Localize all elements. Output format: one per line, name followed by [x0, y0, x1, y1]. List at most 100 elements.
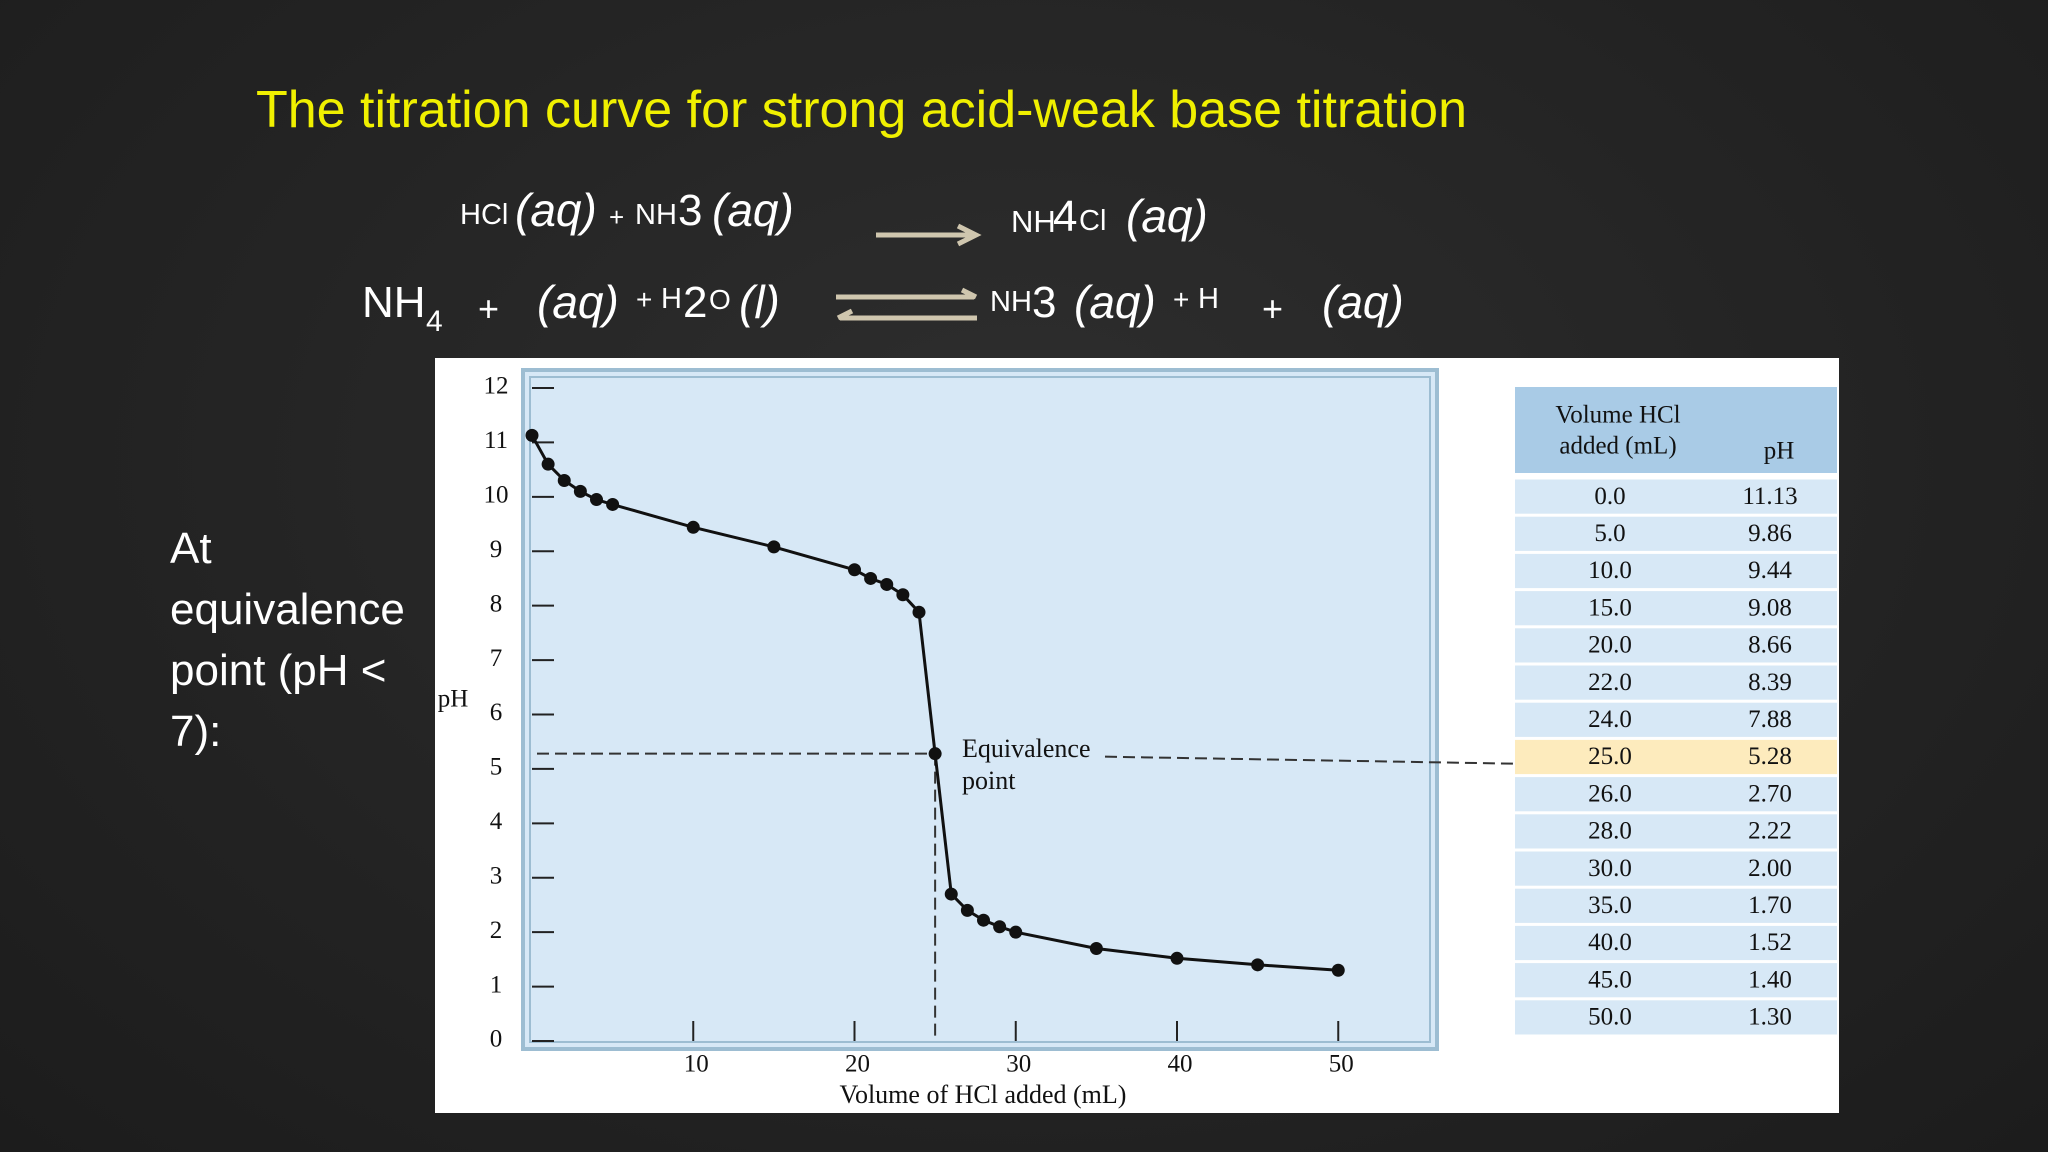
- table-cell: 11.13: [1742, 483, 1797, 510]
- equation-token: O: [709, 284, 731, 316]
- data-point: [767, 540, 781, 554]
- table-row: [1515, 888, 1837, 923]
- annotation: Equivalence: [962, 734, 1091, 763]
- table-row: [1515, 1000, 1837, 1035]
- table-row: [1515, 702, 1837, 737]
- table-cell: 24.0: [1588, 706, 1632, 733]
- table-cell: 8.39: [1748, 669, 1792, 696]
- data-point: [525, 428, 539, 442]
- table-cell: 40.0: [1588, 929, 1632, 956]
- table-header: pH: [1764, 438, 1795, 465]
- table-cell: 15.0: [1588, 594, 1632, 621]
- equation-token: +: [1173, 284, 1190, 316]
- data-point: [864, 571, 878, 585]
- data-point: [573, 484, 587, 498]
- data-point: [880, 577, 894, 591]
- data-point: [944, 887, 958, 901]
- table-row: [1515, 925, 1837, 961]
- equation-token: HCl: [460, 199, 509, 232]
- x-tick-label: 10: [684, 1051, 709, 1078]
- table-cell: 26.0: [1588, 780, 1632, 807]
- table-row: [1515, 516, 1837, 551]
- annotation: point: [962, 766, 1016, 795]
- data-point: [686, 520, 700, 534]
- data-point: [896, 588, 910, 602]
- table-cell: 8.66: [1748, 632, 1792, 659]
- table-cell: 45.0: [1588, 966, 1632, 993]
- table-cell: 22.0: [1588, 669, 1632, 696]
- table-cell: 2.00: [1748, 855, 1792, 882]
- data-point: [928, 747, 942, 761]
- table-cell: 2.70: [1748, 780, 1792, 807]
- equation-token: (l): [739, 275, 780, 328]
- data-point: [977, 913, 990, 927]
- table-row: [1515, 739, 1837, 775]
- table-cell: 5.28: [1748, 743, 1792, 770]
- table-cell: 25.0: [1588, 743, 1632, 770]
- y-tick-label: 11: [484, 427, 508, 454]
- equation-token: (aq): [515, 183, 597, 236]
- equation-token: NH: [635, 199, 677, 232]
- table-cell: 0.0: [1594, 483, 1625, 510]
- x-tick-label: 20: [845, 1051, 870, 1078]
- plot-inner-frame: [529, 376, 1431, 1043]
- data-point: [1089, 941, 1103, 955]
- y-tick-label: 12: [484, 373, 509, 400]
- table-cell: 50.0: [1588, 1004, 1632, 1031]
- table-row: [1515, 963, 1837, 998]
- table-row: [1515, 665, 1837, 700]
- equation-token: (aq): [1322, 275, 1404, 328]
- equation-token: 3: [678, 185, 703, 235]
- y-tick-label: 5: [490, 754, 503, 781]
- data-point: [590, 493, 603, 507]
- table-cell: 20.0: [1588, 632, 1632, 659]
- table-row: [1515, 628, 1837, 663]
- y-tick-label: 9: [490, 536, 503, 563]
- y-tick-label: 7: [490, 645, 503, 672]
- table-header-bg: [1515, 387, 1837, 473]
- equation-token: (aq): [712, 183, 794, 236]
- equation-token: +: [609, 201, 625, 232]
- equation-token: +: [636, 284, 653, 316]
- table-cell: 35.0: [1588, 892, 1632, 919]
- equation-token: H: [661, 283, 682, 316]
- y-tick-label: 3: [490, 862, 503, 889]
- table-cell: 7.88: [1748, 706, 1792, 733]
- slide-title: The titration curve for strong acid-weak…: [256, 81, 1468, 139]
- table-header: Volume HCl: [1555, 402, 1680, 429]
- y-tick-label: 0: [490, 1026, 503, 1053]
- table-cell: 10.0: [1588, 557, 1632, 584]
- equation-token: 4: [426, 304, 443, 338]
- equation-token: (aq): [1126, 189, 1208, 242]
- table-cell: 1.40: [1748, 966, 1792, 993]
- table-row: [1515, 851, 1837, 886]
- arrow-head: [956, 223, 982, 247]
- table-row: [1515, 479, 1837, 514]
- table-cell: 9.86: [1748, 520, 1792, 547]
- y-axis-title: pH: [438, 686, 469, 713]
- table-cell: 30.0: [1588, 855, 1632, 882]
- x-tick-label: 30: [1006, 1051, 1031, 1078]
- equation-token: +: [478, 288, 500, 330]
- table-row: [1515, 777, 1837, 812]
- data-point: [1331, 963, 1345, 977]
- x-tick-label: 50: [1329, 1051, 1354, 1078]
- arrow-head: [960, 287, 978, 300]
- equivalence-guide-to-table: [1104, 755, 1516, 765]
- table-cell: 5.0: [1594, 520, 1625, 547]
- y-tick-label: 2: [490, 917, 503, 944]
- data-point: [606, 497, 620, 511]
- data-point: [1170, 951, 1184, 965]
- equation-token: NH: [1011, 203, 1056, 239]
- table-cell: 1.30: [1748, 1004, 1792, 1031]
- data-point: [848, 563, 861, 577]
- table-cell: 9.44: [1748, 557, 1792, 584]
- plot-frame: [521, 368, 1439, 1051]
- table-cell: 28.0: [1588, 818, 1632, 845]
- equation-token: Cl: [1079, 205, 1107, 238]
- equation-token: 2: [683, 277, 708, 327]
- table-cell: 1.70: [1748, 892, 1792, 919]
